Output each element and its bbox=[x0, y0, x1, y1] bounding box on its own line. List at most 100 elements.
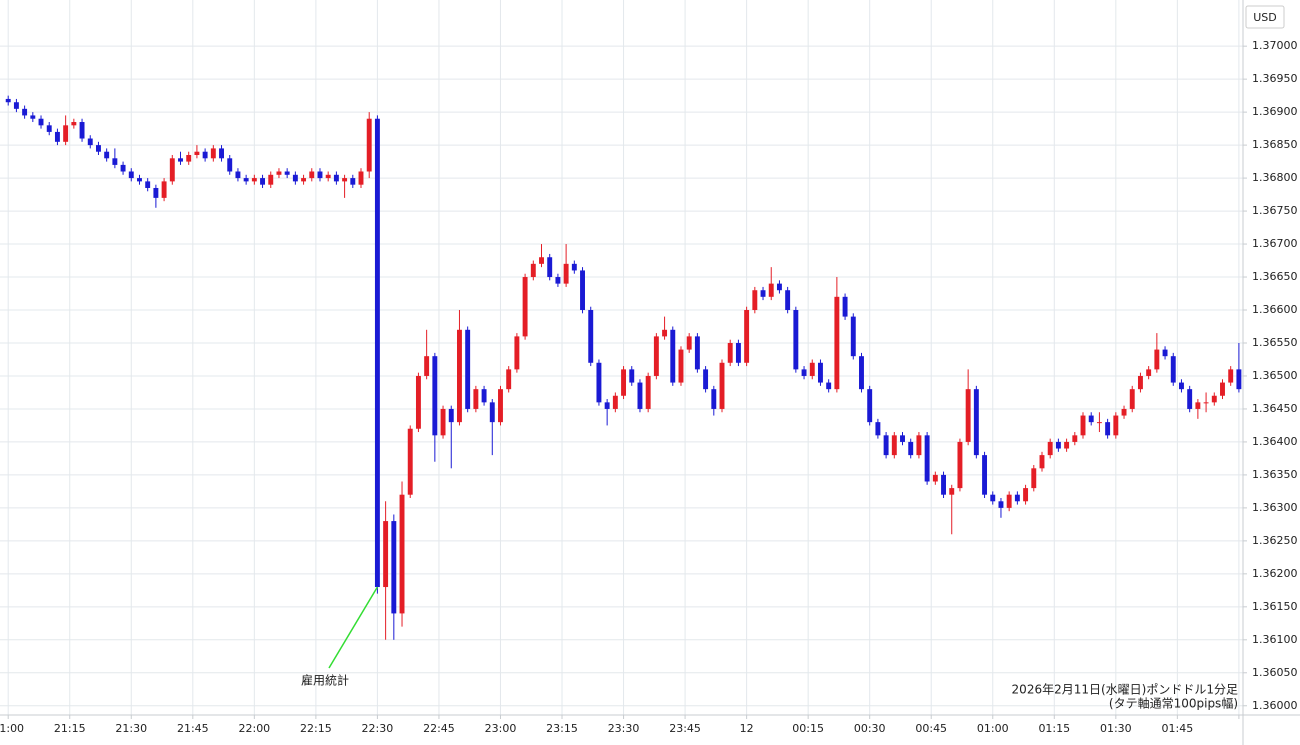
y-tick-label: 1.36800 bbox=[1252, 171, 1298, 184]
candle-body bbox=[46, 125, 52, 132]
currency-label: USD bbox=[1253, 11, 1277, 24]
candle-body bbox=[703, 369, 709, 390]
candle-body bbox=[982, 455, 988, 495]
candle-body bbox=[694, 336, 700, 370]
candle-body bbox=[161, 181, 167, 198]
candle-body bbox=[596, 362, 602, 403]
candle-body bbox=[456, 329, 462, 423]
candle-body bbox=[571, 263, 577, 271]
candle-body bbox=[1220, 382, 1225, 396]
candle-body bbox=[588, 310, 594, 363]
candle-body bbox=[522, 277, 528, 337]
candle-body bbox=[120, 164, 126, 172]
candle-body bbox=[22, 108, 28, 116]
y-tick-label: 1.36200 bbox=[1252, 567, 1298, 580]
candle-body bbox=[448, 408, 454, 423]
candle-body bbox=[530, 263, 536, 278]
candles bbox=[5, 95, 1242, 640]
candle-body bbox=[1179, 382, 1184, 390]
candle-body bbox=[284, 171, 290, 175]
annotation-line bbox=[328, 586, 379, 669]
candle-body bbox=[13, 102, 19, 109]
y-tick-label: 1.36750 bbox=[1252, 204, 1298, 217]
x-tick-label: 12 bbox=[740, 722, 754, 735]
candle-body bbox=[842, 296, 848, 317]
x-tick-label: 21:00 bbox=[0, 722, 24, 735]
candle-body bbox=[407, 428, 413, 495]
candle-body bbox=[366, 118, 372, 172]
y-tick-label: 1.36950 bbox=[1252, 72, 1298, 85]
candle-body bbox=[514, 336, 520, 370]
y-tick-label: 1.36550 bbox=[1252, 336, 1298, 349]
candle-body bbox=[342, 178, 348, 182]
candle-body bbox=[292, 174, 298, 182]
candle-body bbox=[727, 342, 733, 363]
candle-body bbox=[809, 362, 815, 376]
candle-body bbox=[399, 494, 405, 614]
y-tick-label: 1.36700 bbox=[1252, 237, 1298, 250]
candle-body bbox=[260, 178, 266, 185]
candle-body bbox=[998, 501, 1004, 508]
candle-body bbox=[325, 174, 331, 179]
candle-body bbox=[169, 158, 175, 182]
y-tick-label: 1.36250 bbox=[1252, 534, 1298, 547]
candle-body bbox=[227, 158, 233, 172]
candle-body bbox=[104, 151, 110, 159]
candle-body bbox=[621, 369, 627, 396]
candle-body bbox=[1105, 422, 1111, 436]
candle-body bbox=[891, 435, 897, 456]
candle-body bbox=[834, 296, 840, 390]
x-tick-label: 22:30 bbox=[362, 722, 394, 735]
candle-body bbox=[268, 174, 274, 185]
candle-body bbox=[612, 395, 618, 409]
candle-body bbox=[818, 362, 823, 383]
candle-body bbox=[145, 181, 151, 188]
candle-body bbox=[752, 290, 758, 311]
candle-body bbox=[424, 356, 430, 376]
candle-body bbox=[498, 389, 503, 423]
candle-body bbox=[563, 263, 569, 284]
y-tick-label: 1.36000 bbox=[1252, 699, 1298, 712]
candle-body bbox=[1088, 415, 1094, 423]
candle-body bbox=[793, 310, 799, 370]
candle-body bbox=[941, 474, 946, 495]
y-tick-label: 1.36450 bbox=[1252, 402, 1298, 415]
x-tick-label: 21:30 bbox=[115, 722, 147, 735]
y-tick-label: 1.36300 bbox=[1252, 501, 1298, 514]
candle-body bbox=[965, 389, 971, 442]
candle-body bbox=[333, 174, 339, 182]
candle-body bbox=[358, 171, 364, 185]
y-tick-label: 1.36050 bbox=[1252, 666, 1298, 679]
x-tick-label: 23:15 bbox=[546, 722, 578, 735]
note: 2026年2月11日(水曜日)ポンドドル1分足 bbox=[1012, 683, 1238, 697]
x-tick-label: 23:00 bbox=[485, 722, 517, 735]
candle-body bbox=[481, 389, 487, 403]
candle-body bbox=[1236, 369, 1242, 390]
candle-body bbox=[1146, 369, 1152, 376]
candle-body bbox=[30, 115, 36, 119]
candle-body bbox=[973, 389, 979, 456]
candle-body bbox=[1023, 488, 1029, 502]
candle-body bbox=[859, 356, 864, 390]
candle-body bbox=[1031, 468, 1037, 489]
candle-body bbox=[374, 118, 380, 588]
candle-body bbox=[932, 474, 938, 482]
candle-body bbox=[1121, 408, 1127, 416]
candle-body bbox=[506, 369, 512, 390]
candle-body bbox=[719, 362, 725, 409]
x-tick-label: 22:00 bbox=[238, 722, 270, 735]
candle-body bbox=[1014, 494, 1020, 502]
candle-body bbox=[219, 148, 224, 159]
candle-body bbox=[1162, 349, 1168, 357]
x-tick-label: 21:15 bbox=[54, 722, 86, 735]
candle-body bbox=[87, 138, 93, 146]
candle-body bbox=[309, 171, 315, 179]
candle-body bbox=[908, 441, 914, 456]
candle-body bbox=[1129, 389, 1135, 409]
candle-body bbox=[1170, 356, 1176, 383]
candle-body bbox=[1203, 402, 1209, 404]
candle-body bbox=[826, 382, 832, 390]
candle-body bbox=[235, 171, 241, 179]
